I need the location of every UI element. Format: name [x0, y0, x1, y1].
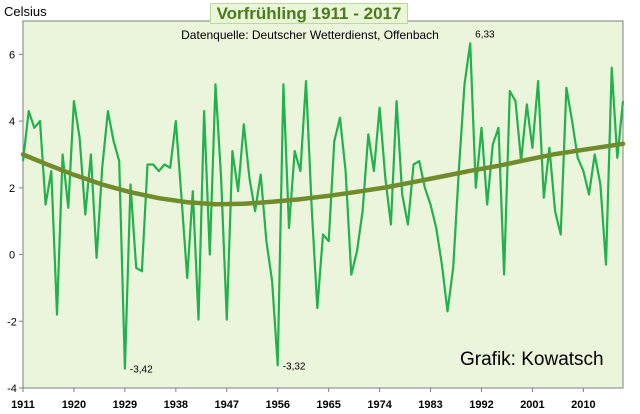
x-tick-label: 1947 [215, 399, 239, 411]
x-tick-label: 2010 [571, 399, 595, 411]
chart-title: Vorfrühling 1911 - 2017 [216, 4, 402, 23]
credit-text: Grafik: Kowatsch [460, 349, 604, 370]
y-tick-label: 4 [9, 116, 15, 128]
x-tick-label: 1965 [316, 399, 340, 411]
temperature-series-line [21, 42, 625, 370]
y-axis: -4 -2 0 2 4 6 [7, 49, 23, 395]
y-tick-label: -2 [7, 316, 17, 328]
x-tick-label: 1992 [469, 399, 493, 411]
y-axis-label: Celsius [4, 4, 47, 19]
y-tick-label: 2 [9, 183, 15, 195]
data-annotation: -3,32 [283, 361, 306, 372]
y-tick-label: -4 [7, 383, 17, 395]
annotations: -3,42 -3,32 6,33 [130, 29, 495, 375]
chart-subtitle: Datenquelle: Deutscher Wetterdienst, Off… [181, 28, 439, 42]
plot-area [22, 20, 624, 389]
y-tick-label: 6 [9, 49, 15, 61]
data-annotation: 6,33 [475, 29, 495, 40]
title-box [210, 3, 408, 24]
x-tick-label: 1929 [113, 399, 137, 411]
trend-line [20, 141, 626, 207]
x-tick-label: 2001 [520, 399, 544, 411]
x-tick-label: 1920 [62, 399, 86, 411]
x-axis: 1911 1920 1929 1938 1947 1956 1965 1974 1983 1992… [11, 388, 596, 411]
x-tick-label: 1956 [265, 399, 289, 411]
data-annotation: -3,42 [130, 365, 153, 376]
x-tick-label: 1938 [164, 399, 188, 411]
x-tick-label: 1974 [367, 399, 392, 411]
x-tick-label: 1983 [418, 399, 442, 411]
x-tick-label: 1911 [11, 399, 35, 411]
y-tick-label: 0 [9, 250, 15, 262]
